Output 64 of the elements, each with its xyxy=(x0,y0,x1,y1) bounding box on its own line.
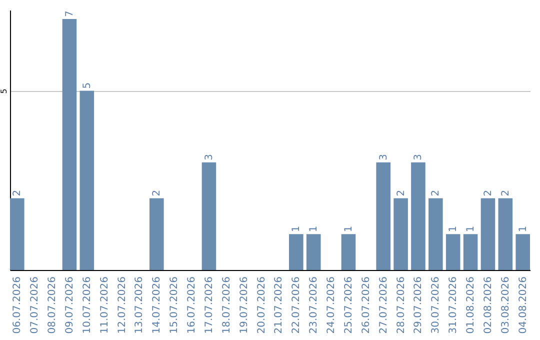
bar xyxy=(202,162,216,270)
x-tick-label: 26.07.2026 xyxy=(360,276,372,334)
bar xyxy=(428,198,443,270)
x-tick-label: 03.08.2026 xyxy=(500,276,512,334)
x-tick-label: 20.07.2026 xyxy=(256,276,268,334)
x-tick-label: 12.07.2026 xyxy=(116,276,128,334)
x-tick-label: 11.07.2026 xyxy=(99,276,110,334)
bar xyxy=(80,90,94,270)
x-tick-label: 16.07.2026 xyxy=(186,276,198,334)
x-tick-label: 14.07.2026 xyxy=(152,276,163,334)
data-label: 7 xyxy=(64,10,76,17)
x-tick-label: 10.07.2026 xyxy=(82,276,93,334)
data-label: 2 xyxy=(12,190,24,196)
x-tick-label: 24.07.2026 xyxy=(326,276,338,334)
data-label: 1 xyxy=(343,226,354,232)
x-tick-label: 29.07.2026 xyxy=(413,276,424,334)
x-tick-label: 18.07.2026 xyxy=(221,276,232,334)
data-label: 2 xyxy=(396,190,407,196)
bar xyxy=(394,198,408,270)
data-label: 3 xyxy=(204,154,215,160)
bar xyxy=(150,198,164,270)
bar xyxy=(516,234,530,270)
bar xyxy=(480,198,496,270)
x-tick-label: 09.07.2026 xyxy=(64,276,76,334)
data-label: 3 xyxy=(413,154,424,160)
bar xyxy=(306,234,321,270)
x-tick-label: 25.07.2026 xyxy=(343,276,354,334)
data-label: 1 xyxy=(291,226,302,232)
bar xyxy=(463,234,478,270)
x-tick-label: 08.07.2026 xyxy=(47,276,58,334)
x-tick-label: 06.07.2026 xyxy=(12,276,24,334)
data-label: 2 xyxy=(500,190,512,196)
x-tick-label: 19.07.2026 xyxy=(238,276,250,334)
bar xyxy=(498,198,513,270)
x-tick-label: 02.08.2026 xyxy=(482,276,494,334)
x-tick-label: 28.07.2026 xyxy=(396,276,407,334)
bar xyxy=(376,162,390,270)
x-tick-label: 27.07.2026 xyxy=(378,276,390,334)
x-tick-label: 30.07.2026 xyxy=(430,276,442,334)
data-label: 2 xyxy=(482,190,494,196)
data-label: 1 xyxy=(466,226,477,232)
data-label: 2 xyxy=(152,190,163,196)
data-label: 1 xyxy=(518,226,529,232)
x-tick-label: 04.08.2026 xyxy=(518,276,529,334)
x-tick-label: 01.08.2026 xyxy=(466,276,477,334)
bar xyxy=(411,162,426,270)
x-tick-label: 22.07.2026 xyxy=(291,276,302,334)
x-tick-label: 07.07.2026 xyxy=(30,276,41,334)
data-label: 1 xyxy=(308,226,320,232)
x-tick-label: 17.07.2026 xyxy=(204,276,215,334)
data-label: 1 xyxy=(448,226,460,232)
x-tick-label: 13.07.2026 xyxy=(134,276,146,334)
bar xyxy=(341,234,356,270)
x-tick-label: 21.07.2026 xyxy=(274,276,285,334)
bar xyxy=(446,234,460,270)
bar xyxy=(62,18,77,270)
bar xyxy=(10,198,24,270)
data-label: 3 xyxy=(378,154,390,160)
x-tick-label: 31.07.2026 xyxy=(448,276,460,334)
x-tick-label: 23.07.2026 xyxy=(308,276,320,334)
data-label: 5 xyxy=(82,82,93,89)
bar xyxy=(289,234,304,270)
x-tick-label: 15.07.2026 xyxy=(169,276,180,334)
data-label: 2 xyxy=(430,190,442,196)
